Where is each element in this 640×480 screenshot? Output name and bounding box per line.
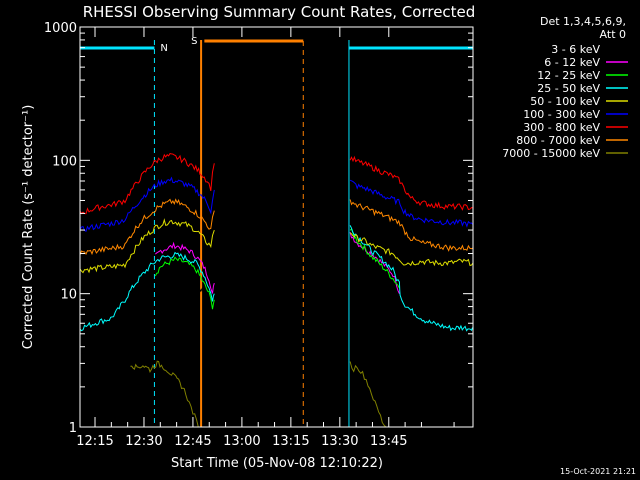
y-axis-label: Corrected Count Rate (s⁻¹ detector⁻¹) [21,105,36,350]
series-line-6_12keV [349,231,400,294]
series-line-12_25keV [154,256,215,310]
x-axis: 12:15 12:30 12:45 13:00 13:15 13:30 13:45 [76,27,455,449]
legend-header-line-2: Att 0 [600,28,626,41]
legend-label: 6 - 12 keV [544,56,600,69]
legend-label: 100 - 300 keV [523,108,600,121]
legend-label: 800 - 7000 keV [516,134,600,147]
series-line-50_100keV [349,232,474,267]
x-tick-label: 12:30 [125,434,162,449]
y-axis: 1 10 100 1000 [44,21,473,436]
series-line-25_50keV [79,251,215,332]
y-tick-label: 1 [69,421,77,436]
series-line-50_100keV [79,218,215,274]
series-line-7000_15000keV [130,360,200,428]
x-tick-label: 12:15 [76,434,113,449]
night-label: N [160,43,167,54]
series-line-7000_15000keV [349,361,390,428]
series-line-12_25keV [349,228,400,289]
x-axis-label: Start Time (05-Nov-08 12:10:22) [171,456,383,471]
series-line-100_300keV [79,176,215,233]
legend-label: 25 - 50 keV [537,82,600,95]
x-tick-label: 13:15 [272,434,309,449]
x-tick-label: 13:30 [321,434,358,449]
plot-area: NS [79,36,474,428]
y-tick-label: 10 [60,288,77,303]
legend-header-line-1: Det 1,3,4,5,6,9, [540,15,626,28]
x-tick-label: 13:00 [223,434,260,449]
series-line-6_12keV [155,241,215,294]
legend-label: 7000 - 15000 keV [502,147,600,160]
series-line-300_800keV [79,153,215,215]
legend-label: 12 - 25 keV [537,69,600,82]
x-tick-label: 13:45 [370,434,407,449]
legend-label: 300 - 800 keV [523,121,600,134]
series-line-3_6keV [154,270,215,322]
legend-label: 50 - 100 keV [530,95,600,108]
series-line-25_50keV [349,225,474,332]
x-tick-label: 12:45 [174,434,211,449]
series-line-300_800keV [349,155,474,211]
series-line-100_300keV [349,179,474,228]
date-stamp: 15-Oct-2021 21:21 [560,467,636,476]
legend-label: 3 - 6 keV [551,43,600,56]
y-tick-label: 1000 [44,21,77,36]
chart-title: RHESSI Observing Summary Count Rates, Co… [83,3,476,21]
y-tick-label: 100 [52,154,77,169]
saa-label: S [191,36,197,47]
series-line-3_6keV [349,236,400,300]
series-line-800_7000keV [349,199,474,252]
plot-frame [79,26,474,428]
series-line-800_7000keV [79,198,215,256]
